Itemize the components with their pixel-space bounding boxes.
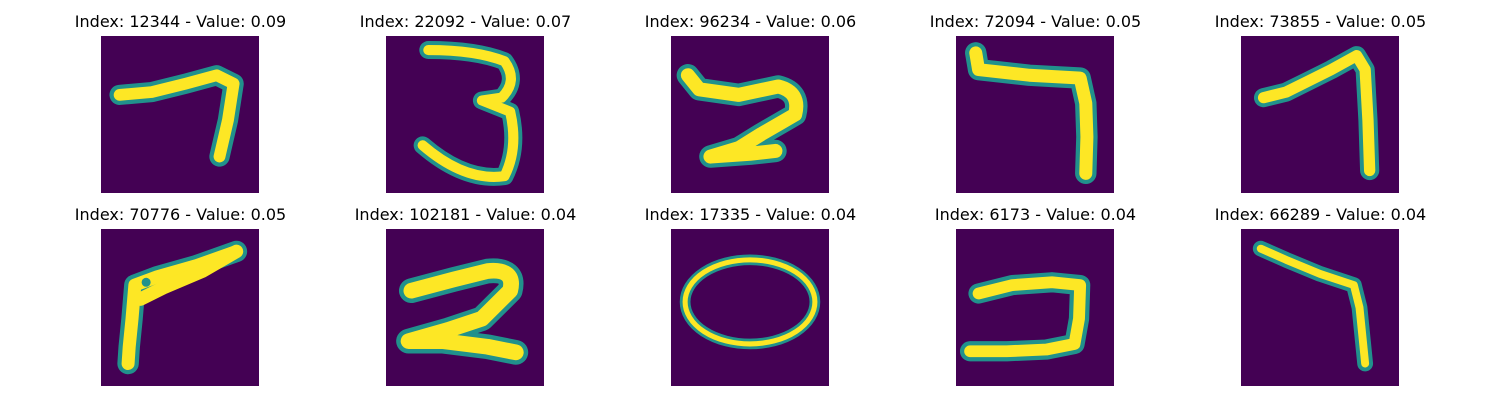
digit-image [671,229,829,386]
panel-5: Index: 73855 - Value: 0.05 [1178,10,1463,193]
digit-image [1241,36,1399,193]
digit-image [386,229,544,386]
panel-title: Index: 6173 - Value: 0.04 [934,205,1137,224]
digit-image [1241,229,1399,386]
panel-10: Index: 66289 - Value: 0.04 [1178,203,1463,386]
digit-image [101,36,259,193]
panel-6: Index: 70776 - Value: 0.05 [38,203,323,386]
panel-4: Index: 72094 - Value: 0.05 [893,10,1178,193]
panel-title: Index: 66289 - Value: 0.04 [1214,205,1427,224]
panel-8: Index: 17335 - Value: 0.04 [608,203,893,386]
digit-image [956,229,1114,386]
panel-title: Index: 102181 - Value: 0.04 [354,205,577,224]
panel-title: Index: 22092 - Value: 0.07 [359,12,572,31]
digit-image [956,36,1114,193]
panel-title: Index: 70776 - Value: 0.05 [74,205,287,224]
panel-2: Index: 22092 - Value: 0.07 [323,10,608,193]
panel-title: Index: 12344 - Value: 0.09 [74,12,287,31]
digit-image [101,229,259,386]
panel-1: Index: 12344 - Value: 0.09 [38,10,323,193]
panel-title: Index: 73855 - Value: 0.05 [1214,12,1427,31]
panel-7: Index: 102181 - Value: 0.04 [323,203,608,386]
digit-image [671,36,829,193]
panel-9: Index: 6173 - Value: 0.04 [893,203,1178,386]
panel-title: Index: 72094 - Value: 0.05 [929,12,1142,31]
panel-title: Index: 96234 - Value: 0.06 [644,12,857,31]
digit-image [386,36,544,193]
panel-3: Index: 96234 - Value: 0.06 [608,10,893,193]
panel-title: Index: 17335 - Value: 0.04 [644,205,857,224]
